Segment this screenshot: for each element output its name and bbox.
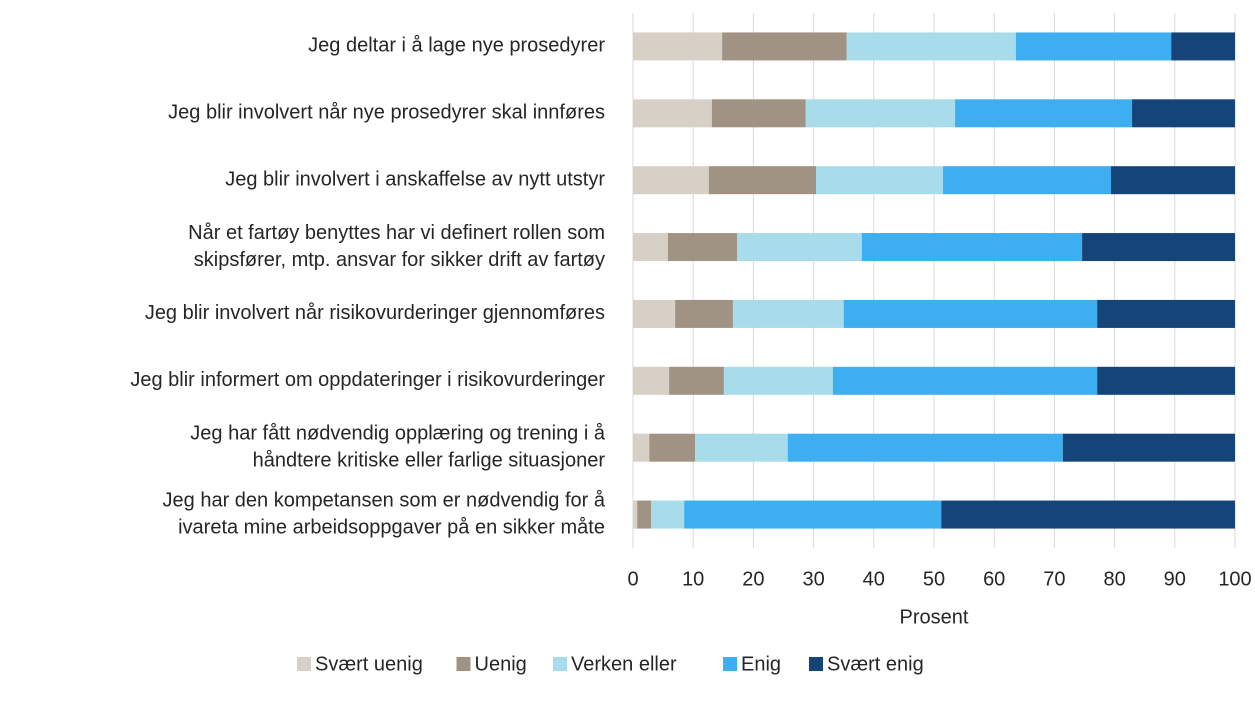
bar-segment: [633, 166, 709, 195]
bar-segment: [711, 99, 806, 128]
bar-segment: [633, 433, 650, 462]
y-tick-label: ivareta mine arbeidsoppgaver på en sikke…: [178, 516, 605, 538]
y-tick-label: Jeg deltar i å lage nye prosedyrer: [308, 35, 605, 57]
bar-segment: [816, 166, 944, 195]
bar-segment: [675, 299, 733, 328]
y-tick-label: Jeg blir involvert når nye prosedyrer sk…: [168, 102, 605, 124]
y-tick-label: Jeg blir informert om oppdateringer i ri…: [130, 369, 605, 391]
bar-segment: [649, 433, 696, 462]
legend-label: Svært uenig: [315, 653, 423, 675]
bar-segment: [832, 366, 1098, 395]
bar-segment: [846, 32, 1016, 61]
x-axis-label: Prosent: [900, 606, 969, 628]
bar-segment: [1132, 99, 1235, 128]
x-tick-label: 20: [742, 568, 764, 590]
x-tick-label: 90: [1164, 568, 1186, 590]
bar-segment: [723, 366, 833, 395]
x-tick-label: 0: [627, 568, 638, 590]
bar-segment: [1097, 299, 1235, 328]
x-tick-label: 50: [923, 568, 945, 590]
bar-segment: [651, 500, 685, 529]
legend-label: Svært enig: [827, 653, 924, 675]
legend-swatch: [723, 657, 737, 671]
bar-segment: [684, 500, 942, 529]
x-tick-label: 10: [682, 568, 704, 590]
bar-segment: [637, 500, 652, 529]
bar-segment: [667, 233, 738, 262]
bar-segment: [955, 99, 1133, 128]
bar-segment: [1062, 433, 1235, 462]
bar-segment: [633, 99, 712, 128]
bar-segment: [732, 299, 844, 328]
x-tick-label: 30: [802, 568, 824, 590]
bar-segment: [669, 366, 724, 395]
bar-segment: [941, 500, 1235, 529]
x-tick-label: 100: [1218, 568, 1251, 590]
y-tick-label: Jeg blir involvert i anskaffelse av nytt…: [225, 168, 605, 190]
y-tick-label: håndtere kritiske eller farlige situasjo…: [253, 449, 606, 471]
bar-segment: [695, 433, 788, 462]
bar-segment: [861, 233, 1083, 262]
bar-segment: [633, 366, 670, 395]
bar-segment: [1110, 166, 1235, 195]
x-tick-label: 40: [863, 568, 885, 590]
x-tick-label: 80: [1103, 568, 1125, 590]
bar-segment: [943, 166, 1111, 195]
x-tick-label: 70: [1043, 568, 1065, 590]
bar-segment: [1097, 366, 1235, 395]
bar-segment: [1171, 32, 1235, 61]
x-tick-label: 60: [983, 568, 1005, 590]
bar-segment: [633, 32, 723, 61]
legend-label: Verken eller: [571, 653, 677, 675]
y-tick-label: Jeg har fått nødvendig opplæring og tren…: [190, 422, 606, 444]
bar-segment: [787, 433, 1063, 462]
y-tick-label: Når et fartøy benyttes har vi definert r…: [188, 222, 605, 244]
bar-segment: [633, 233, 668, 262]
legend-swatch: [553, 657, 567, 671]
bar-segment: [1082, 233, 1235, 262]
bar-segment: [843, 299, 1098, 328]
bar-segment: [722, 32, 847, 61]
bar-segment: [708, 166, 817, 195]
bar-segment: [737, 233, 862, 262]
legend-label: Enig: [741, 653, 781, 675]
bar-segment: [633, 299, 676, 328]
bar-segment: [633, 500, 638, 529]
legend-label: Uenig: [475, 653, 527, 675]
legend-swatch: [809, 657, 823, 671]
y-tick-label: skipsfører, mtp. ansvar for sikker drift…: [194, 249, 605, 271]
bar-segment: [805, 99, 956, 128]
y-tick-label: Jeg blir involvert når risikovurderinger…: [145, 302, 605, 324]
legend-swatch: [297, 657, 311, 671]
bar-segment: [1015, 32, 1172, 61]
legend-swatch: [456, 657, 471, 671]
y-tick-label: Jeg har den kompetansen som er nødvendig…: [163, 489, 606, 511]
